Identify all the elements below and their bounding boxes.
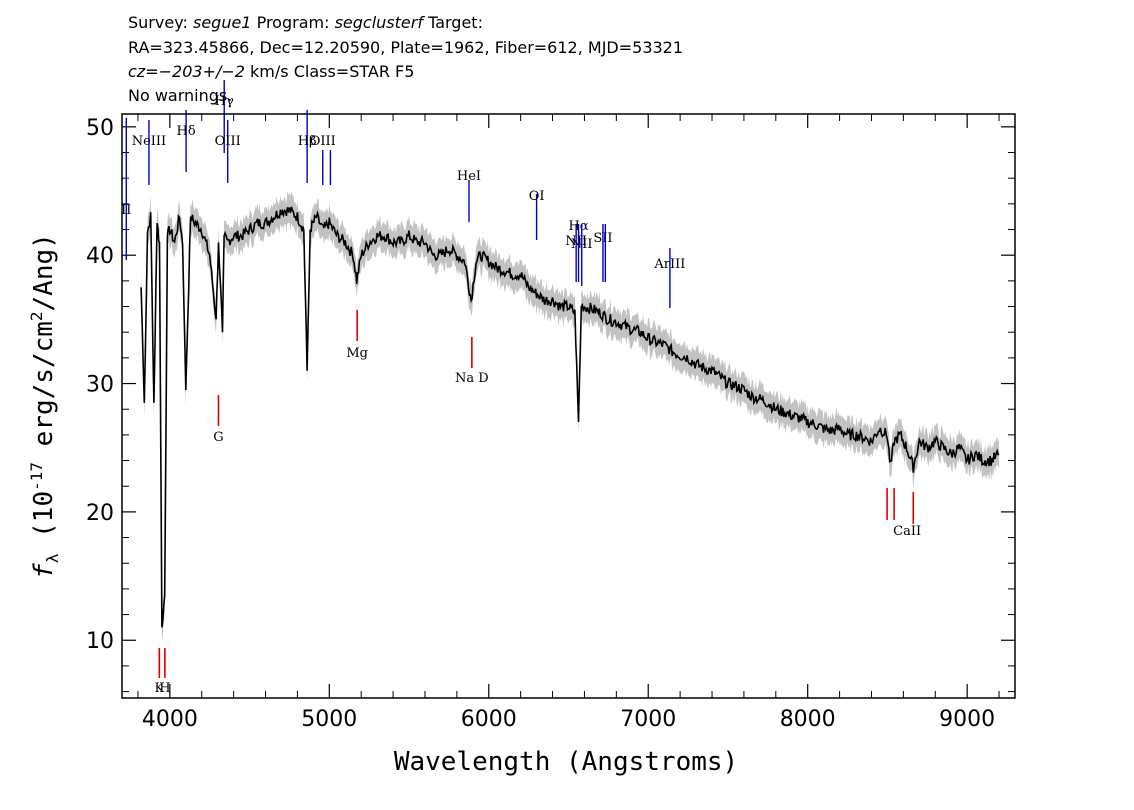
- x-axis-label: Wavelength (Angstroms): [394, 747, 738, 777]
- x-tick-label: 7000: [620, 707, 676, 732]
- emission-line-label: II: [121, 203, 131, 218]
- header-line-4: No warnings.: [128, 86, 233, 105]
- absorption-line-label: Na D: [455, 371, 489, 386]
- y-tick-label: 40: [86, 244, 114, 269]
- absorption-line-label: G: [213, 430, 223, 445]
- absorption-line-label: Mg: [346, 346, 368, 361]
- program-value: segclusterf: [334, 13, 423, 32]
- emission-line-label: ArIII: [653, 257, 685, 272]
- header-line-1: Survey: segue1 Program: segclusterf Targ…: [128, 12, 483, 34]
- emission-line-label: Hβ: [298, 134, 317, 149]
- y-tick-label: 50: [86, 116, 114, 141]
- absorption-line-label: CaII: [893, 524, 921, 539]
- plot-frame: [121, 113, 1016, 699]
- flux-line: [140, 206, 1000, 628]
- emission-line-label: Hγ: [215, 94, 234, 109]
- target-label: Target:: [428, 13, 483, 32]
- x-tick-label: 6000: [461, 707, 517, 732]
- survey-label: Survey:: [128, 13, 188, 32]
- emission-line-label: SII: [593, 231, 612, 246]
- cz-rest: km/s Class=STAR F5: [250, 62, 415, 81]
- x-tick-label: 5000: [301, 707, 357, 732]
- y-tick-label: 30: [86, 373, 114, 398]
- y-tick-label: 10: [86, 629, 114, 654]
- x-tick-label: 9000: [939, 707, 995, 732]
- x-tick-label: 4000: [142, 707, 198, 732]
- header-line-2: RA=323.45866, Dec=12.20590, Plate=1962, …: [128, 38, 684, 57]
- header-line-3: cz=−203+/−2 km/s Class=STAR F5: [128, 61, 414, 83]
- cz-value: −203+/−2: [158, 62, 245, 81]
- emission-line-label: OI: [529, 189, 545, 204]
- error-band: [141, 191, 1000, 643]
- survey-value: segue1: [192, 13, 252, 32]
- emission-line-label: NeIII: [132, 134, 166, 149]
- emission-line-label: NII: [571, 237, 593, 252]
- emission-line-label: OIII: [215, 134, 241, 149]
- emission-line-label: OIII: [310, 134, 336, 149]
- cz-label: cz=: [128, 62, 159, 81]
- absorption-line-label: K: [154, 681, 164, 696]
- absorption-line-label: H: [159, 681, 170, 696]
- emission-line-label: HeI: [457, 169, 481, 184]
- y-tick-label: 20: [86, 501, 114, 526]
- emission-line-label: Hα: [568, 219, 588, 234]
- y-axis-label: fλ (10-17 erg/s/cm2/Ang): [27, 233, 62, 579]
- x-tick-label: 8000: [780, 707, 836, 732]
- emission-line-label: Hδ: [177, 124, 196, 139]
- program-label: Program:: [256, 13, 330, 32]
